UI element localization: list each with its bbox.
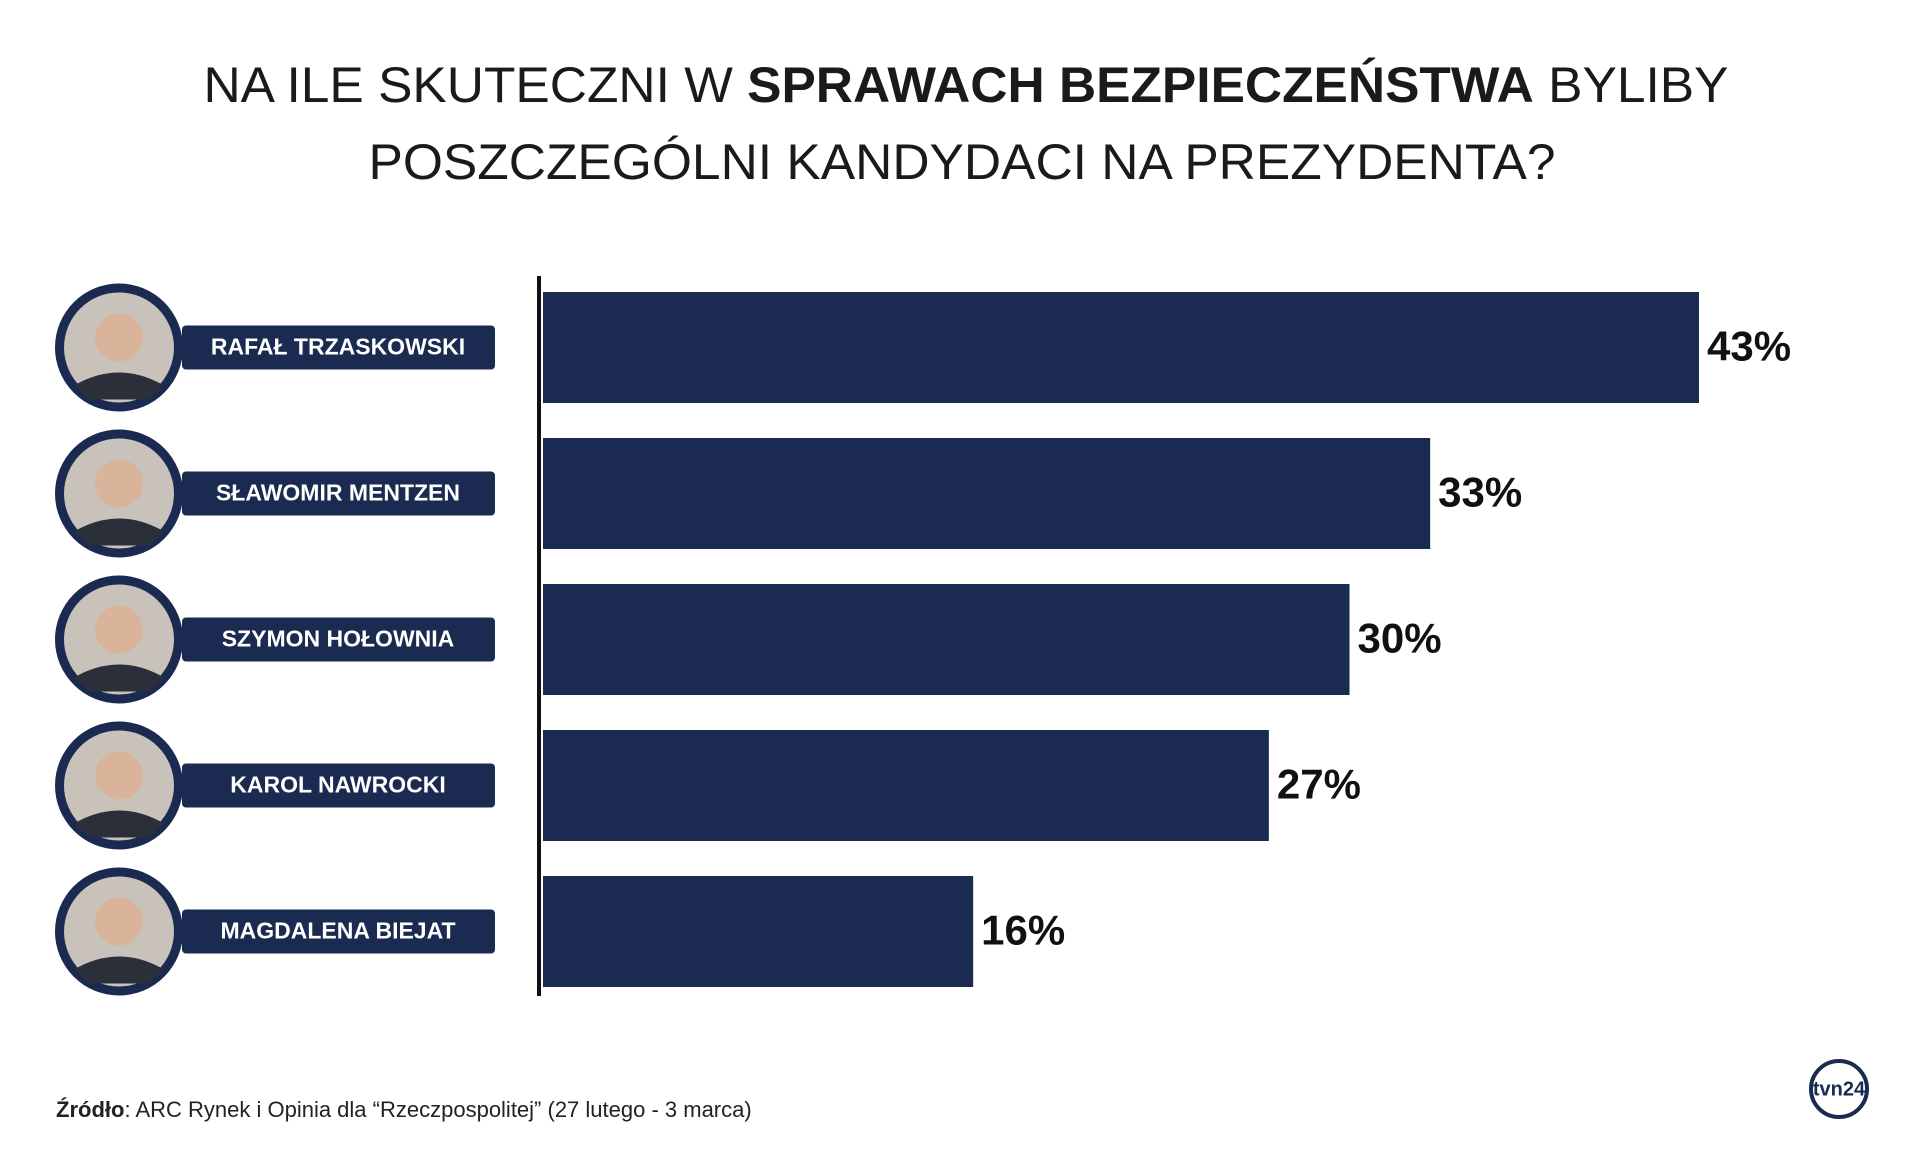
bar: [543, 438, 1431, 549]
name-box: [182, 325, 495, 370]
title-part: BYLIBY: [1548, 57, 1728, 113]
bar: [543, 584, 1350, 695]
category-label: MAGDALENA BIEJAT: [220, 918, 455, 944]
value-label: 30%: [1358, 615, 1442, 662]
name-box: [182, 909, 495, 954]
name-box: [182, 617, 495, 662]
value-label: 16%: [981, 907, 1065, 954]
portrait-body: [74, 664, 164, 692]
portrait-head: [95, 459, 143, 508]
value-label: 27%: [1277, 761, 1361, 808]
logo-ring: [1809, 1059, 1869, 1119]
portrait-head: [95, 605, 143, 654]
portrait-head: [95, 313, 143, 362]
category-label: SŁAWOMIR MENTZEN: [216, 480, 460, 506]
source: Źródło: ARC Rynek i Opinia dla “Rzeczpos…: [56, 1097, 752, 1122]
name-box: [182, 763, 495, 808]
logo-text: tvn24: [1813, 1078, 1866, 1100]
category-label: SZYMON HOŁOWNIA: [222, 626, 455, 652]
portrait-head: [95, 751, 143, 800]
bar: [543, 876, 974, 987]
portrait-body: [74, 372, 164, 400]
bars: 43% RAFAŁ TRZASKOWSKI 33% SŁAWOMIR MENTZEN 3…: [55, 283, 1791, 996]
logo: tvn24: [1809, 1059, 1869, 1119]
category-label: RAFAŁ TRZASKOWSKI: [211, 334, 465, 360]
name-box: [182, 471, 495, 516]
chart-title: NA ILE SKUTECZNI W SPRAWACH BEZPIECZEŃST…: [204, 57, 1729, 113]
title-part: SPRAWACH BEZPIECZEŃSTWA: [747, 57, 1534, 113]
portrait-body: [74, 810, 164, 838]
source-label: Źródło: [56, 1097, 124, 1122]
value-label: 33%: [1438, 469, 1522, 516]
portrait-body: [74, 518, 164, 546]
portrait-body: [74, 956, 164, 984]
category-label: KAROL NAWROCKI: [230, 772, 446, 798]
chart-title: POSZCZEGÓLNI KANDYDACI NA PREZYDENTA?: [369, 134, 1556, 190]
bar: [543, 730, 1269, 841]
value-label: 43%: [1707, 323, 1791, 370]
source-text: : ARC Rynek i Opinia dla “Rzeczpospolite…: [124, 1097, 751, 1122]
title-part: NA ILE SKUTECZNI W: [204, 57, 734, 113]
portrait-head: [95, 897, 143, 946]
bar: [543, 292, 1699, 403]
